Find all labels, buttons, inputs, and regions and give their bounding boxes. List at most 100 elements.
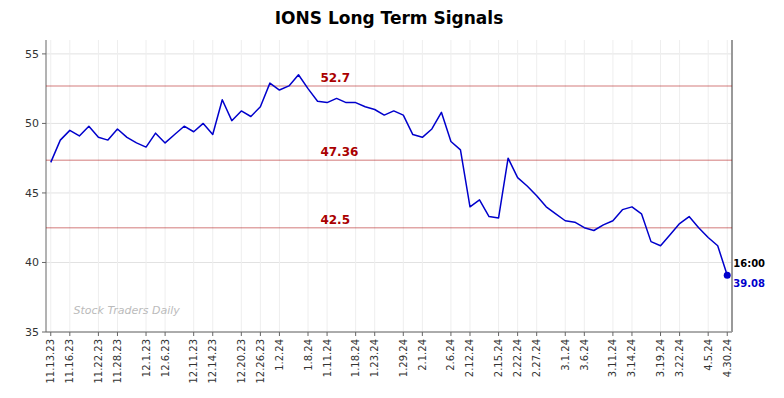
y-tick-label: 45 [25,187,39,200]
signal-lines [46,86,732,228]
x-grid-line [212,40,213,332]
x-tick-label: 12.11.23 [188,339,199,384]
y-tick [42,123,46,124]
x-tick-label: 11.22.23 [93,339,104,384]
x-tick [660,332,661,336]
x-tick [279,332,280,336]
x-grid-line [708,40,709,332]
x-tick [422,332,423,336]
y-tick [42,332,46,333]
x-tick [708,332,709,336]
x-tick [498,332,499,336]
x-grid-line [679,40,680,332]
x-grid-line [50,40,51,332]
x-tick-label: 2.12.24 [464,339,475,377]
x-grid-line [612,40,613,332]
x-tick-label: 2.1.24 [417,339,428,371]
line-series [51,75,731,279]
x-grid-line [308,40,309,332]
x-tick [69,332,70,336]
x-tick [679,332,680,336]
y-tick-label: 50 [25,117,39,130]
watermark: Stock Traders Daily [73,304,180,317]
x-tick-label: 1.8.24 [303,339,314,371]
x-tick-label: 3.14.24 [626,339,637,377]
axes: 35 40 45 50 55 11.13.23 11.16.23 11.22.23 11.28.… [25,40,733,384]
x-grid-line [469,40,470,332]
chart: 35 40 45 50 55 11.13.23 11.16.23 11.22.23 11.28.… [0,0,784,398]
x-tick [584,332,585,336]
x-tick [612,332,613,336]
price-line [51,75,727,276]
x-tick-label: 3.1.24 [560,339,571,371]
x-grid-line [117,40,118,332]
x-tick-label: 4.30.24 [722,339,733,377]
x-tick [212,332,213,336]
x-tick-label: 3.22.24 [674,339,685,377]
last-point [724,272,731,279]
x-grid-line [498,40,499,332]
x-tick-label: 3.11.24 [607,339,618,377]
x-tick-label: 1.23.24 [369,339,380,377]
x-grid-line [450,40,451,332]
x-grid-line [584,40,585,332]
signal-label: 47.36 [320,145,358,159]
x-grid-line [565,40,566,332]
signal-line [46,159,732,161]
x-tick-label: 2.22.24 [512,339,523,377]
y-grid-line [46,192,732,193]
y-tick-label: 35 [25,326,39,339]
x-grid-line [98,40,99,332]
x-grid-line [374,40,375,332]
x-tick-label: 1.11.24 [322,339,333,377]
x-grid-line [355,40,356,332]
y-tick [42,53,46,54]
x-tick-label: 1.29.24 [398,339,409,377]
x-grid-line [260,40,261,332]
y-axis-line [46,40,47,332]
x-grid-line [422,40,423,332]
x-grid-line [69,40,70,332]
x-tick [50,332,51,336]
y-grid-line [46,123,732,124]
x-tick [403,332,404,336]
x-tick-label: 11.13.23 [45,339,56,384]
x-tick [450,332,451,336]
x-tick [327,332,328,336]
x-tick [469,332,470,336]
y-tick-label: 40 [25,256,39,269]
x-axis-line [46,332,732,333]
x-tick [117,332,118,336]
x-grid-line [146,40,147,332]
x-tick-label: 12.14.23 [207,339,218,384]
x-grid-line [241,40,242,332]
x-tick-label: 12.1.23 [141,339,152,377]
x-tick [165,332,166,336]
x-grid-line [631,40,632,332]
x-tick-label: 3.19.24 [655,339,666,377]
x-tick-label: 11.16.23 [64,339,75,384]
y-tick [42,192,46,193]
x-tick [631,332,632,336]
x-tick [517,332,518,336]
x-grid-line [517,40,518,332]
grid [46,40,732,332]
x-tick-label: 2.15.24 [493,339,504,377]
x-tick [727,332,728,336]
x-tick [355,332,356,336]
y-tick-label: 55 [25,48,39,61]
x-tick-label: 12.6.23 [160,339,171,377]
x-tick [241,332,242,336]
x-tick-label: 2.27.24 [531,339,542,377]
y-grid-line [46,53,732,54]
x-grid-line [193,40,194,332]
x-grid-line [727,40,728,332]
signal-line [46,227,732,229]
x-tick-label: 11.28.23 [112,339,123,384]
signal-line [46,85,732,87]
x-tick-label: 12.26.23 [255,339,266,384]
x-tick-label: 1.2.24 [274,339,285,371]
signal-label: 42.5 [320,213,350,227]
x-tick [193,332,194,336]
x-grid-line [279,40,280,332]
